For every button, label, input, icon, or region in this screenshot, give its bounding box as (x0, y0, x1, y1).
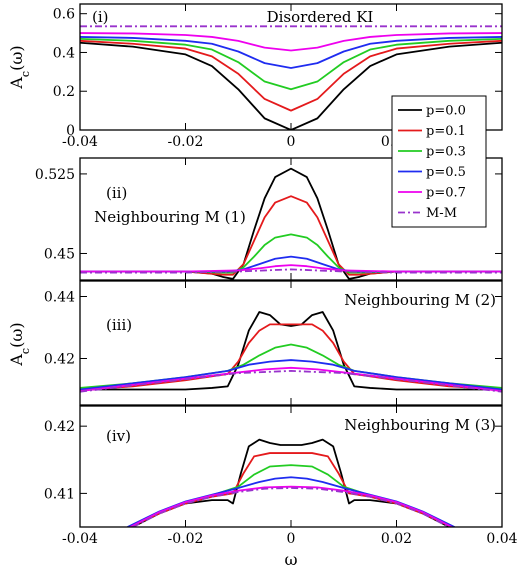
x-tick-label: -0.02 (168, 531, 204, 547)
y-tick-label: 0.41 (44, 486, 75, 502)
legend-label: p=0.0 (426, 104, 466, 119)
x-tick-label: -0.04 (62, 531, 98, 547)
x-tick-label: -0.02 (168, 134, 204, 150)
series-line-p-0-0 (80, 311, 502, 391)
panel-annotation: Neighbouring M (3) (344, 416, 496, 434)
series-line-m-m (132, 487, 450, 527)
x-axis-label: ω (284, 550, 297, 569)
series-line-p-0-0 (80, 41, 502, 130)
y-tick-label: 0.6 (53, 7, 75, 23)
y-tick-label: 0.44 (44, 290, 75, 306)
y-tick-label: 0.4 (53, 45, 75, 61)
panel-2-series (80, 167, 502, 280)
panel-annotation: Neighbouring M (2) (344, 291, 496, 309)
x-tick-label: 0 (287, 531, 296, 547)
series-line-p-0-3 (80, 37, 502, 91)
y-tick-label: 0.525 (35, 167, 75, 183)
x-tick-label: -0.04 (62, 134, 98, 150)
series-line-p-0-3 (128, 464, 454, 527)
panel-3: 0.42 0.44 (iii) Neighbouring M (2) Ac(ω) (7, 280, 503, 406)
panel-4: -0.04 -0.02 0 0.02 0.04 0.41 0.42 (iv) Neighbour… (44, 405, 518, 569)
x-tick-label: 0.02 (381, 531, 412, 547)
series-line-p-0-3 (80, 233, 502, 274)
legend-label: M-M (426, 206, 457, 221)
series-line-p-0-1 (129, 452, 453, 527)
panel-label: (iii) (106, 316, 132, 334)
series-line-m-m (80, 370, 502, 393)
legend-label: p=0.1 (426, 124, 466, 139)
series-line-p-0-7 (80, 264, 502, 273)
legend-label: p=0.3 (426, 145, 466, 160)
x-tick-label: 0.04 (486, 531, 517, 547)
series-line-p-0-1 (80, 39, 502, 112)
panel-annotation: Disordered KI (267, 8, 374, 26)
series-line-p-0-0 (80, 167, 502, 280)
series-line-p-0-1 (80, 195, 502, 276)
legend: p=0.0 p=0.1 p=0.3 p=0.5 p=0.7 M-M (391, 95, 487, 228)
panel-3-series (80, 311, 502, 393)
series-line-p-0-1 (80, 323, 502, 391)
series-line-p-0-7 (80, 32, 502, 52)
y-tick-label: 0 (66, 123, 75, 139)
y-tick-label: 0.2 (53, 84, 75, 100)
panel-label: (i) (92, 8, 109, 26)
series-line-p-0-7 (129, 485, 453, 527)
panel-2: 0.45 0.525 (ii) Neighbouring M (1) (35, 157, 503, 281)
panel-label: (iv) (106, 427, 131, 445)
y-tick-label: 0.45 (44, 246, 75, 262)
panel-4-series (127, 438, 455, 527)
x-tick-label: 0 (287, 134, 296, 150)
legend-label: p=0.5 (426, 165, 466, 180)
series-line-p-0-5 (127, 476, 455, 527)
y-tick-label: 0.42 (44, 352, 75, 368)
panel-label: (ii) (106, 184, 127, 202)
y-axis-label: Ac(ω) (7, 45, 32, 89)
series-line-p-0-5 (80, 36, 502, 69)
panel-1-series (80, 25, 502, 130)
series-line-m-m (80, 268, 502, 274)
legend-box (391, 95, 487, 228)
y-tick-label: 0.42 (44, 419, 75, 435)
series-line-p-0-0 (132, 438, 450, 527)
series-line-p-0-5 (80, 359, 502, 391)
panel-annotation: Neighbouring M (1) (94, 208, 246, 226)
legend-label: p=0.7 (426, 186, 466, 201)
y-axis-label: Ac(ω) (7, 322, 32, 366)
